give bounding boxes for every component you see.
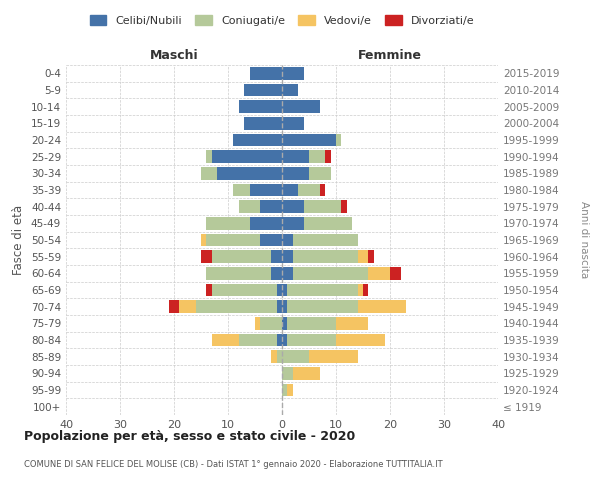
Bar	[277, 284, 282, 296]
Bar	[212, 334, 239, 346]
Bar	[282, 367, 293, 380]
Bar	[282, 167, 309, 179]
Text: Femmine: Femmine	[358, 48, 422, 62]
Bar	[212, 250, 271, 263]
Bar	[363, 284, 368, 296]
Bar	[282, 350, 309, 363]
Bar	[298, 184, 320, 196]
Bar	[282, 217, 304, 230]
Bar	[233, 134, 282, 146]
Bar	[239, 200, 260, 213]
Bar	[293, 250, 358, 263]
Bar	[239, 100, 282, 113]
Bar	[282, 384, 287, 396]
Bar	[304, 217, 352, 230]
Bar	[282, 67, 304, 80]
Legend: Celibi/Nubili, Coniugati/e, Vedovi/e, Divorziati/e: Celibi/Nubili, Coniugati/e, Vedovi/e, Di…	[85, 10, 479, 30]
Bar	[201, 250, 212, 263]
Bar	[206, 217, 250, 230]
Text: Popolazione per età, sesso e stato civile - 2020: Popolazione per età, sesso e stato civil…	[24, 430, 355, 443]
Text: COMUNE DI SAN FELICE DEL MOLISE (CB) - Dati ISTAT 1° gennaio 2020 - Elaborazione: COMUNE DI SAN FELICE DEL MOLISE (CB) - D…	[24, 460, 443, 469]
Bar	[206, 150, 212, 163]
Bar	[368, 250, 374, 263]
Bar	[341, 200, 347, 213]
Bar	[304, 200, 341, 213]
Bar	[255, 317, 260, 330]
Bar	[282, 134, 336, 146]
Bar	[250, 67, 282, 80]
Bar	[233, 184, 250, 196]
Bar	[179, 300, 196, 313]
Bar	[287, 284, 358, 296]
Bar	[244, 117, 282, 130]
Bar	[239, 334, 277, 346]
Bar	[260, 317, 282, 330]
Bar	[325, 150, 331, 163]
Bar	[201, 167, 217, 179]
Bar	[358, 300, 406, 313]
Bar	[287, 317, 336, 330]
Bar	[287, 334, 336, 346]
Bar	[309, 167, 331, 179]
Bar	[271, 350, 277, 363]
Bar	[212, 284, 277, 296]
Bar	[271, 250, 282, 263]
Bar	[277, 300, 282, 313]
Bar	[271, 267, 282, 280]
Bar	[368, 267, 390, 280]
Bar	[309, 150, 325, 163]
Bar	[282, 284, 287, 296]
Bar	[287, 384, 293, 396]
Bar	[282, 267, 293, 280]
Bar	[282, 317, 287, 330]
Bar	[201, 234, 206, 246]
Bar	[282, 84, 298, 96]
Bar	[309, 350, 358, 363]
Bar	[390, 267, 401, 280]
Bar	[336, 334, 385, 346]
Bar	[293, 234, 358, 246]
Bar	[282, 150, 309, 163]
Bar	[212, 150, 282, 163]
Bar	[260, 200, 282, 213]
Bar	[244, 84, 282, 96]
Bar	[282, 184, 298, 196]
Bar	[169, 300, 179, 313]
Bar	[282, 100, 320, 113]
Bar	[250, 217, 282, 230]
Text: Maschi: Maschi	[149, 48, 199, 62]
Bar	[277, 350, 282, 363]
Bar	[320, 184, 325, 196]
Bar	[287, 300, 358, 313]
Bar	[206, 234, 260, 246]
Bar	[358, 284, 363, 296]
Bar	[277, 334, 282, 346]
Bar	[358, 250, 368, 263]
Bar	[260, 234, 282, 246]
Bar	[196, 300, 277, 313]
Bar	[206, 267, 271, 280]
Bar	[293, 267, 368, 280]
Bar	[282, 234, 293, 246]
Bar	[250, 184, 282, 196]
Bar	[293, 367, 320, 380]
Y-axis label: Anni di nascita: Anni di nascita	[579, 202, 589, 278]
Bar	[336, 317, 368, 330]
Bar	[282, 117, 304, 130]
Bar	[217, 167, 282, 179]
Bar	[336, 134, 341, 146]
Bar	[282, 200, 304, 213]
Bar	[282, 250, 293, 263]
Bar	[282, 334, 287, 346]
Bar	[206, 284, 212, 296]
Y-axis label: Fasce di età: Fasce di età	[13, 205, 25, 275]
Bar	[282, 300, 287, 313]
